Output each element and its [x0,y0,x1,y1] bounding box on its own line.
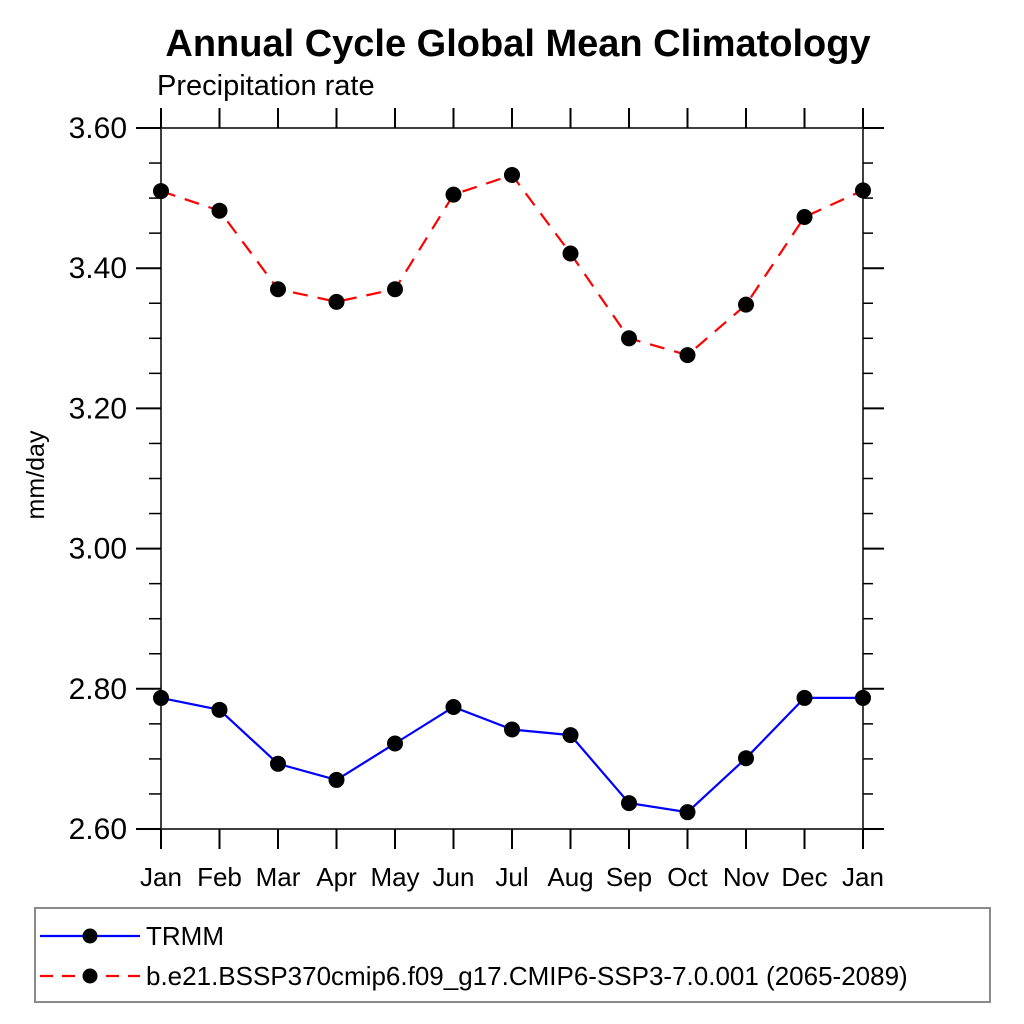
x-tick-label: Apr [316,862,357,892]
data-point-marker [738,296,754,313]
x-tick-label: Mar [256,862,301,892]
x-tick-label: Jan [140,862,182,892]
legend-label-model: b.e21.BSSP370cmip6.f09_g17.CMIP6-SSP3-7.… [146,961,908,991]
x-tick-label: May [370,862,419,892]
data-point-marker [328,771,345,788]
x-tick-label: Oct [667,862,708,892]
data-point-marker [270,281,286,298]
y-axis-title: mm/day [22,430,50,519]
plot-frame [136,108,884,849]
data-point-marker [796,689,813,706]
legend-sample-marker [82,928,98,944]
data-point-marker [621,795,637,812]
legend-box [34,907,991,1003]
data-point-marker [445,699,462,716]
axis-labels: 2.60 2.80 3.00 3.20 3.40 3.60 Jan Feb Mar Apr May J… [69,112,884,892]
data-point-marker [328,293,345,310]
data-point-marker [679,347,696,364]
data-series [153,166,871,821]
data-point-marker [153,183,169,200]
data-point-marker [796,209,813,226]
data-point-marker [621,330,637,347]
data-point-marker [153,689,169,706]
data-point-marker [445,186,462,203]
series-line-b [160,173,864,357]
y-tick-label: 3.00 [69,533,127,566]
series-line-TRMM [160,696,863,814]
y-tick-label: 3.20 [69,392,127,425]
legend-samples [40,928,140,984]
data-point-marker [679,804,696,821]
data-point-marker [211,701,228,718]
data-point-marker [855,182,871,199]
y-tick-label: 2.60 [69,813,127,846]
legend-sample-marker [82,968,98,984]
data-point-marker [562,727,579,744]
x-tick-label: Sep [606,862,652,892]
y-tick-label: 3.60 [69,112,127,145]
data-point-marker [270,755,286,772]
x-tick-label: Feb [197,862,242,892]
y-tick-label: 3.40 [69,252,127,285]
y-tick-label: 2.80 [69,673,127,706]
x-tick-label: Aug [547,862,593,892]
x-tick-label: Jan [842,862,884,892]
data-point-marker [387,281,403,298]
axis-ticks [136,108,884,849]
x-tick-label: Jun [433,862,475,892]
legend-label-trmm: TRMM [146,921,224,951]
data-point-marker [504,721,520,738]
chart-subtitle: Precipitation rate [157,70,375,102]
data-point-marker [211,202,228,219]
x-tick-label: Jul [495,862,528,892]
data-point-marker [387,735,403,752]
chart-title: Annual Cycle Global Mean Climatology [165,23,870,65]
data-point-marker [562,245,579,262]
data-point-marker [855,689,871,706]
x-tick-label: Nov [723,862,769,892]
x-tick-label: Dec [781,862,827,892]
data-point-marker [504,166,520,183]
data-point-marker [738,750,754,767]
